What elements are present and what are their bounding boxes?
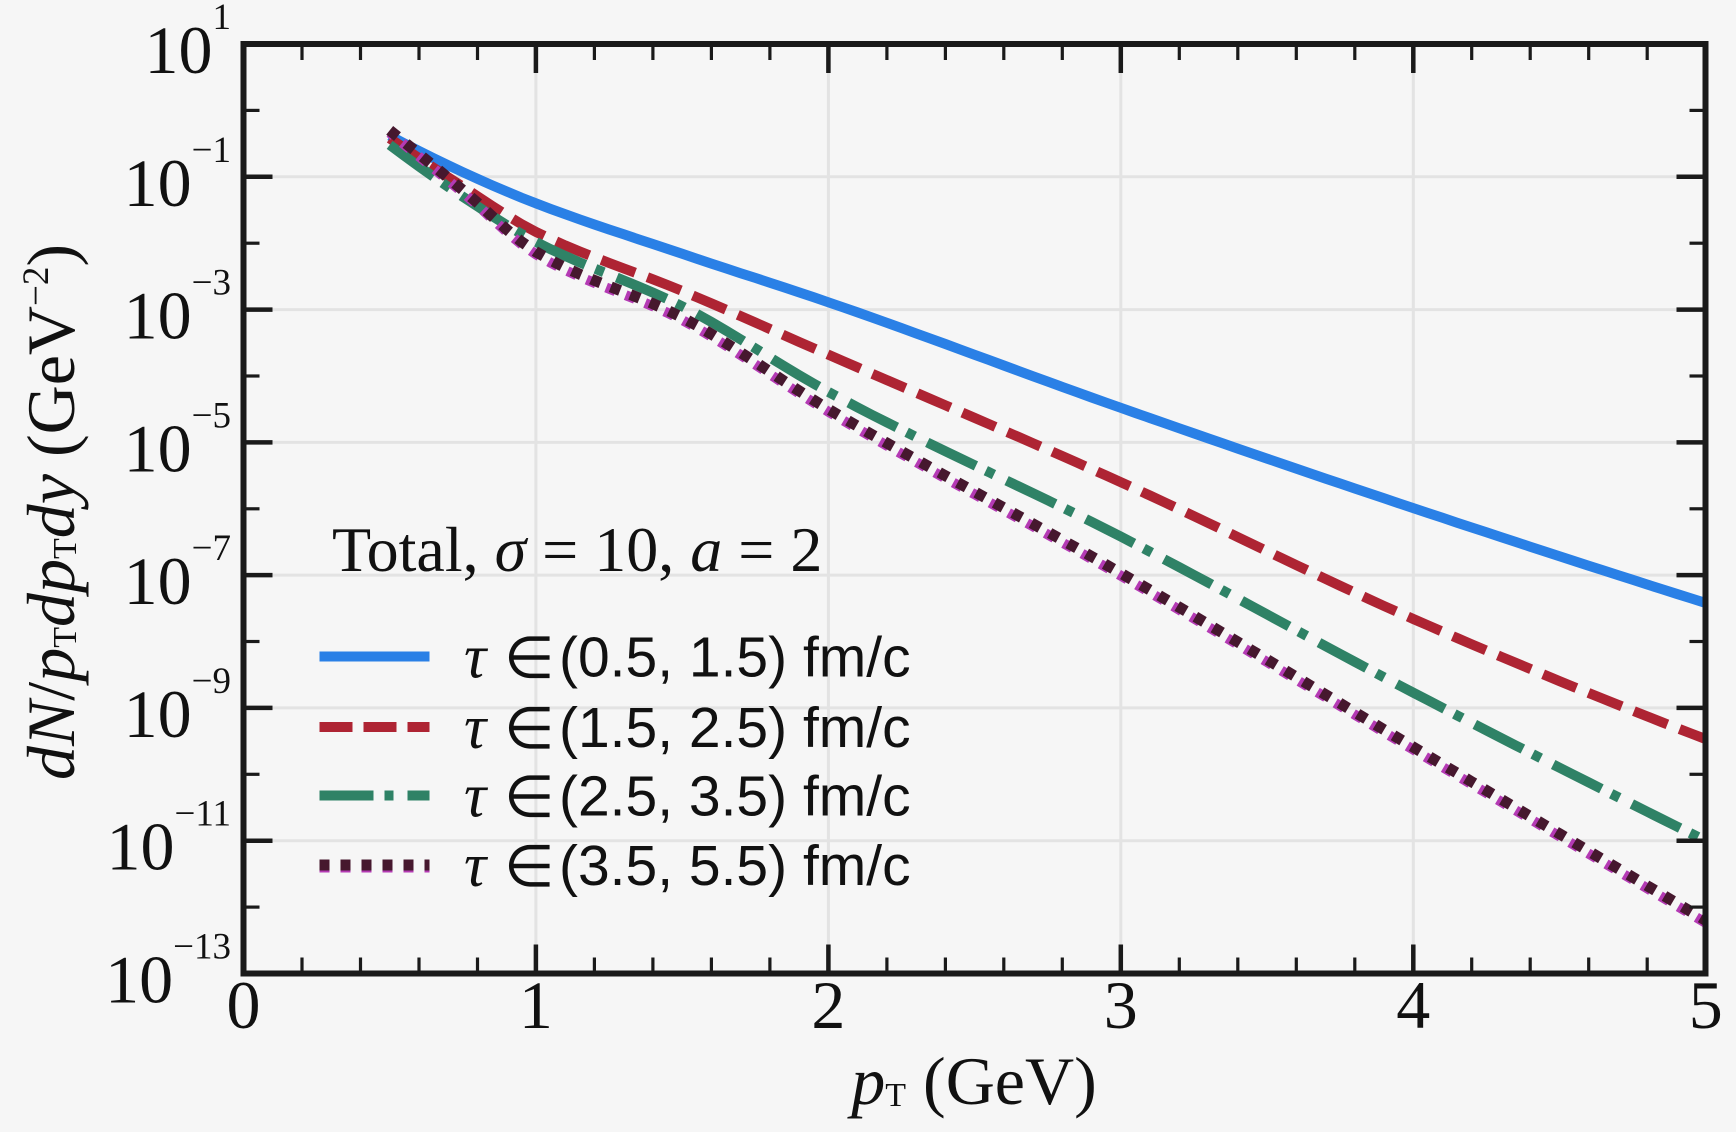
svg-text:0: 0 [227,967,261,1043]
svg-text:∈: ∈ [504,834,555,899]
svg-text:τ: τ [464,763,489,831]
svg-text:5: 5 [1689,967,1723,1043]
svg-text:(0.5, 1.5) fm/c: (0.5, 1.5) fm/c [559,626,911,690]
svg-text:τ: τ [464,694,489,762]
svg-text:(2.5, 3.5) fm/c: (2.5, 3.5) fm/c [559,765,911,829]
svg-text:3: 3 [1104,967,1138,1043]
svg-text:∈: ∈ [504,765,555,830]
svg-text:(1.5, 2.5) fm/c: (1.5, 2.5) fm/c [559,696,911,760]
svg-text:pT (GeV): pT (GeV) [847,1043,1096,1119]
svg-text:τ: τ [464,624,489,692]
svg-text:4: 4 [1396,967,1430,1043]
svg-text:τ: τ [464,832,489,900]
svg-text:∈: ∈ [504,626,555,691]
svg-text:dN/pTdpTdy (GeV−2): dN/pTdpTdy (GeV−2) [13,244,89,780]
svg-text:Total, σ = 10, a = 2: Total, σ = 10, a = 2 [332,514,822,585]
svg-text:1: 1 [519,967,553,1043]
svg-text:2: 2 [811,967,845,1043]
svg-text:∈: ∈ [504,696,555,761]
svg-text:(3.5, 5.5) fm/c: (3.5, 5.5) fm/c [559,834,911,898]
